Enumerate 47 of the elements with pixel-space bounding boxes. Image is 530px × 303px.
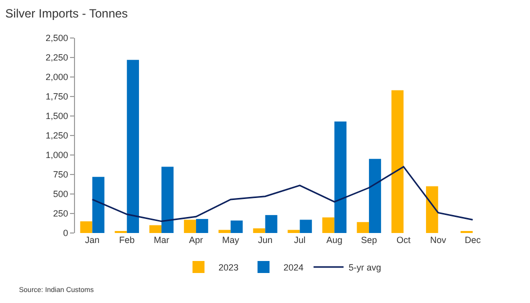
y-tick-label: 1,500: [46, 111, 68, 122]
x-tick-label: Aug: [326, 235, 342, 245]
chart-title: Silver Imports - Tonnes: [5, 6, 128, 20]
bar: [184, 220, 196, 233]
legend-label: 2024: [284, 262, 304, 273]
y-tick-label: 1,750: [46, 92, 68, 102]
x-tick-label: Mar: [154, 235, 170, 245]
bar: [196, 218, 208, 233]
y-tick-label: 500: [53, 189, 68, 200]
x-tick-label: Jun: [258, 235, 272, 245]
x-tick-label: Feb: [119, 235, 135, 245]
x-tick-label: Oct: [396, 235, 412, 245]
y-tick-label: 2,000: [46, 72, 68, 82]
legend-label: 2023: [218, 262, 239, 273]
bar: [356, 222, 369, 233]
x-tick-label: Dec: [464, 235, 482, 245]
bar: [334, 121, 346, 233]
bar: [218, 230, 231, 233]
bar: [126, 60, 139, 233]
bar: [288, 230, 300, 233]
bar: [92, 176, 104, 233]
x-tick-label: Jan: [85, 235, 100, 245]
bar: [265, 215, 278, 233]
bar: [253, 228, 266, 233]
legend-label: 5-yr avg: [348, 262, 382, 273]
y-tick-label: 0: [63, 228, 68, 238]
y-tick-label: 1,000: [46, 150, 68, 160]
bar: [368, 158, 382, 233]
bar: [426, 186, 438, 233]
line-series: [92, 166, 474, 222]
x-tick-label: May: [222, 235, 240, 245]
bar: [230, 220, 243, 233]
bar: [300, 220, 312, 233]
y-tick-label: 750: [53, 170, 68, 180]
y-tick-label: 2,250: [46, 52, 68, 63]
x-tick-label: Jul: [294, 235, 306, 245]
x-tick-label: Sep: [360, 235, 377, 245]
bar: [80, 221, 92, 233]
bar: [161, 166, 174, 233]
y-tick-label: 2,500: [46, 33, 68, 44]
x-tick-label: Apr: [189, 235, 204, 245]
bar: [322, 217, 334, 233]
y-tick-label: 250: [53, 208, 68, 219]
bar: [149, 225, 162, 233]
bar: [391, 90, 404, 233]
y-tick-label: 1,250: [46, 130, 68, 141]
x-tick-label: Nov: [430, 235, 447, 245]
